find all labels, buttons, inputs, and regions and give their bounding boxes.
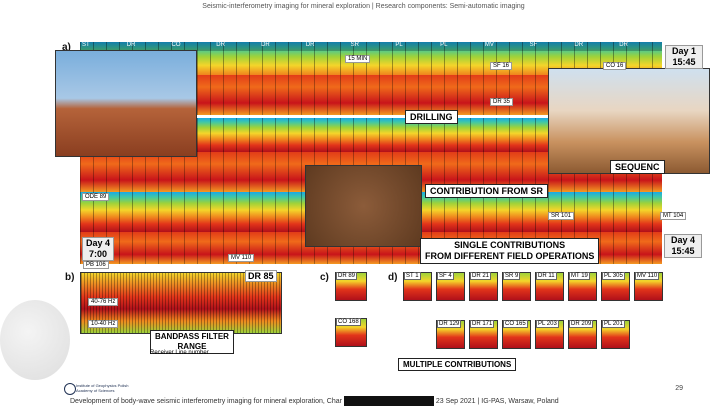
tag-ode89: ODE 89 xyxy=(82,193,110,201)
tag-sr101: SR 101 xyxy=(548,212,575,220)
band-10-40: 10-40 Hz xyxy=(88,320,119,328)
d-label: MT 19 xyxy=(569,272,590,280)
d-label: CO 165 xyxy=(503,320,528,328)
footer-text: Development of body-wave seismic interfe… xyxy=(70,396,559,406)
d-label: SR 9 xyxy=(503,272,521,280)
day4-left-box: Day 4 7:00 xyxy=(82,237,114,261)
panel-c-label: c) xyxy=(320,272,329,283)
d-label: PL 305 xyxy=(602,272,625,280)
d-label: DR 171 xyxy=(470,320,495,328)
c-label-1: DR 89 xyxy=(336,272,358,280)
tag-dr85: DR 85 xyxy=(245,270,277,282)
panel-d-label: d) xyxy=(388,272,398,283)
logo-text: Institute of Geophysics Polish Academy o… xyxy=(76,383,129,393)
d-label: PL 203 xyxy=(536,320,559,328)
d-label: MV 110 xyxy=(635,272,660,280)
header-title: Seismic-interferometry imaging for miner… xyxy=(202,3,525,10)
multiple-contributions-label: MULTIPLE CONTRIBUTIONS xyxy=(398,358,517,371)
c-label-2: CO 168 xyxy=(336,318,361,326)
aerial-site-photo xyxy=(305,165,422,247)
globe-graphic xyxy=(0,300,70,380)
tag-sf16: SF 16 xyxy=(490,62,513,70)
single-contributions-label: SINGLE CONTRIBUTIONS FROM DIFFERENT FIEL… xyxy=(420,238,600,264)
drilling-label: DRILLING xyxy=(405,110,458,124)
panel-b-label: b) xyxy=(65,272,75,283)
bandpass-label: BANDPASS FILTER RANGE xyxy=(150,330,234,354)
d-label: DR 209 xyxy=(569,320,594,328)
tag-mv110: MV 110 xyxy=(228,254,255,262)
panel-a-label: a) xyxy=(62,42,71,53)
d-label: PL 201 xyxy=(602,320,625,328)
tag-pb106: PB 106 xyxy=(83,261,109,269)
tag-dr35: DR 35 xyxy=(490,98,514,106)
d-label: SF 4 xyxy=(437,272,454,280)
haul-truck-photo xyxy=(548,68,710,174)
sequence-label: SEQUENC xyxy=(610,160,665,174)
band-40-76: 40-76 Hz xyxy=(88,298,119,306)
page-number: 29 xyxy=(675,385,683,392)
fifteen-min-tag: 15 MIN xyxy=(345,55,371,63)
ig-pas-logo-icon xyxy=(64,383,76,395)
day1-box: Day 1 15:45 xyxy=(665,45,703,69)
tag-mt104: MT 104 xyxy=(660,212,687,220)
d-label: ST 1 xyxy=(404,272,421,280)
d-label: DR 11 xyxy=(536,272,557,280)
x-axis-label: Receiver Line number xyxy=(150,350,209,356)
day4-right-box: Day 4 15:45 xyxy=(664,234,702,258)
d-label: DR 129 xyxy=(437,320,462,328)
strip-codes: ST DR CO DR DR DR SR PL PL MV SF DR DR xyxy=(80,42,662,51)
tag-co16: CO 16 xyxy=(603,62,627,70)
drill-rig-photo xyxy=(55,50,197,157)
d-label: DR 21 xyxy=(470,272,492,280)
contribution-sr-label: CONTRIBUTION FROM SR xyxy=(425,184,548,198)
